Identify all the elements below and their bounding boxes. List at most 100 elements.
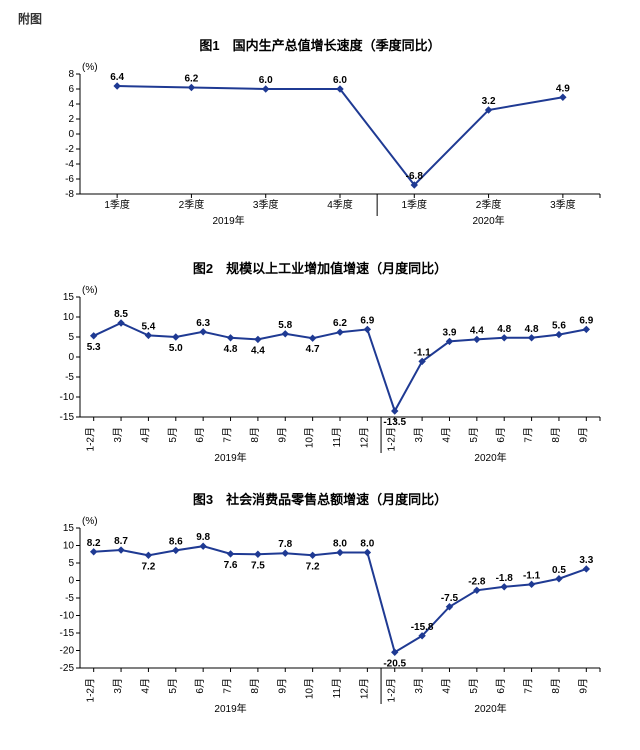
svg-text:(%): (%)	[82, 62, 98, 73]
svg-text:7.8: 7.8	[278, 539, 292, 550]
svg-text:0: 0	[68, 576, 74, 587]
svg-text:-2.8: -2.8	[468, 576, 486, 587]
svg-text:-10: -10	[60, 392, 75, 403]
svg-text:7月: 7月	[523, 678, 535, 694]
svg-text:3.2: 3.2	[482, 96, 496, 107]
svg-text:8月: 8月	[550, 427, 562, 443]
svg-text:(%): (%)	[82, 285, 98, 296]
svg-text:3月: 3月	[112, 678, 124, 694]
svg-text:8.7: 8.7	[114, 536, 128, 547]
svg-text:1季度: 1季度	[104, 198, 130, 211]
chart2-svg: -15-10-5051015(%)1-2月3月4月5月6月7月8月9月10月11…	[25, 279, 615, 467]
svg-text:3.9: 3.9	[443, 327, 457, 338]
svg-text:0.5: 0.5	[552, 565, 566, 576]
svg-text:7.5: 7.5	[251, 560, 265, 571]
svg-text:6.4: 6.4	[110, 72, 124, 83]
svg-text:3季度: 3季度	[550, 198, 576, 211]
svg-text:4.8: 4.8	[224, 344, 238, 355]
svg-text:-4: -4	[65, 159, 74, 170]
svg-text:-5: -5	[65, 372, 74, 383]
svg-text:9月: 9月	[577, 427, 589, 443]
svg-text:(%): (%)	[82, 516, 98, 527]
svg-text:8月: 8月	[550, 678, 562, 694]
svg-text:3.3: 3.3	[579, 555, 593, 566]
svg-text:-15: -15	[60, 628, 75, 639]
svg-text:2019年: 2019年	[214, 702, 246, 715]
svg-text:7.6: 7.6	[224, 560, 238, 571]
svg-text:5.0: 5.0	[169, 343, 183, 354]
svg-text:4.7: 4.7	[306, 344, 320, 355]
svg-text:6月: 6月	[194, 427, 206, 443]
svg-text:2020年: 2020年	[474, 451, 506, 464]
svg-text:2019年: 2019年	[212, 214, 244, 227]
svg-text:6.0: 6.0	[259, 75, 273, 86]
svg-text:2020年: 2020年	[474, 702, 506, 715]
svg-text:0: 0	[68, 352, 74, 363]
chart2: 图2 规模以上工业增加值增速（月度同比）-15-10-5051015(%)1-2…	[18, 258, 622, 467]
svg-text:4.8: 4.8	[525, 324, 539, 335]
svg-text:10: 10	[63, 312, 75, 323]
svg-text:1-2月: 1-2月	[85, 678, 97, 702]
svg-text:6.2: 6.2	[333, 318, 347, 329]
svg-text:4月: 4月	[139, 427, 151, 443]
svg-text:5.4: 5.4	[141, 321, 155, 332]
svg-text:8.5: 8.5	[114, 309, 128, 320]
svg-text:10月: 10月	[304, 678, 316, 699]
chart1: 图1 国内生产总值增长速度（季度同比）-8-6-4-202468(%)1季度2季…	[18, 35, 622, 236]
svg-text:6月: 6月	[495, 678, 507, 694]
svg-text:6.2: 6.2	[184, 74, 198, 85]
svg-text:-5: -5	[65, 593, 74, 604]
svg-text:3月: 3月	[413, 427, 425, 443]
svg-text:9月: 9月	[276, 678, 288, 694]
svg-text:12月: 12月	[358, 427, 370, 448]
svg-text:1-2月: 1-2月	[85, 427, 97, 451]
svg-text:-2: -2	[65, 144, 74, 155]
svg-text:5.6: 5.6	[552, 321, 566, 332]
svg-text:5月: 5月	[167, 427, 179, 443]
svg-text:15: 15	[63, 523, 75, 534]
svg-text:4月: 4月	[139, 678, 151, 694]
svg-text:-6: -6	[65, 174, 74, 185]
svg-text:0: 0	[68, 129, 74, 140]
svg-text:6.0: 6.0	[333, 75, 347, 86]
svg-text:-8: -8	[65, 189, 74, 200]
svg-text:2019年: 2019年	[214, 451, 246, 464]
svg-text:-1.8: -1.8	[496, 573, 514, 584]
svg-text:9.8: 9.8	[196, 532, 210, 543]
svg-text:5: 5	[68, 558, 74, 569]
svg-text:5.8: 5.8	[278, 320, 292, 331]
svg-text:6.9: 6.9	[360, 315, 374, 326]
svg-text:-20.5: -20.5	[383, 658, 406, 669]
svg-text:9月: 9月	[276, 427, 288, 443]
svg-text:11月: 11月	[331, 678, 343, 698]
svg-text:-6.8: -6.8	[406, 171, 424, 182]
chart3-svg: -25-20-15-10-5051015(%)1-2月3月4月5月6月7月8月9…	[25, 510, 615, 718]
svg-text:7月: 7月	[222, 678, 234, 694]
svg-text:8.2: 8.2	[87, 538, 101, 549]
svg-text:5.3: 5.3	[87, 342, 101, 353]
charts-container: 图1 国内生产总值增长速度（季度同比）-8-6-4-202468(%)1季度2季…	[18, 35, 622, 718]
svg-text:4.9: 4.9	[556, 83, 570, 94]
svg-text:-25: -25	[60, 663, 75, 674]
svg-text:4: 4	[68, 99, 74, 110]
svg-text:5: 5	[68, 332, 74, 343]
chart2-title: 图2 规模以上工业增加值增速（月度同比）	[18, 258, 622, 277]
svg-text:4季度: 4季度	[327, 198, 353, 211]
chart3-title: 图3 社会消费品零售总额增速（月度同比）	[18, 489, 622, 508]
svg-text:-13.5: -13.5	[383, 417, 406, 428]
svg-text:4.4: 4.4	[470, 325, 484, 336]
svg-text:8月: 8月	[249, 427, 261, 443]
chart1-svg: -8-6-4-202468(%)1季度2季度3季度4季度1季度2季度3季度201…	[25, 56, 615, 236]
svg-text:15: 15	[63, 292, 75, 303]
svg-text:8.6: 8.6	[169, 536, 183, 547]
svg-text:8.0: 8.0	[333, 539, 347, 550]
svg-text:12月: 12月	[358, 678, 370, 699]
svg-text:8月: 8月	[249, 678, 261, 694]
svg-text:7.2: 7.2	[141, 561, 155, 572]
svg-text:4.4: 4.4	[251, 345, 265, 356]
svg-text:-10: -10	[60, 611, 75, 622]
svg-text:7.2: 7.2	[306, 561, 320, 572]
svg-text:11月: 11月	[331, 427, 343, 447]
svg-text:6.9: 6.9	[579, 315, 593, 326]
svg-text:1季度: 1季度	[402, 198, 428, 211]
